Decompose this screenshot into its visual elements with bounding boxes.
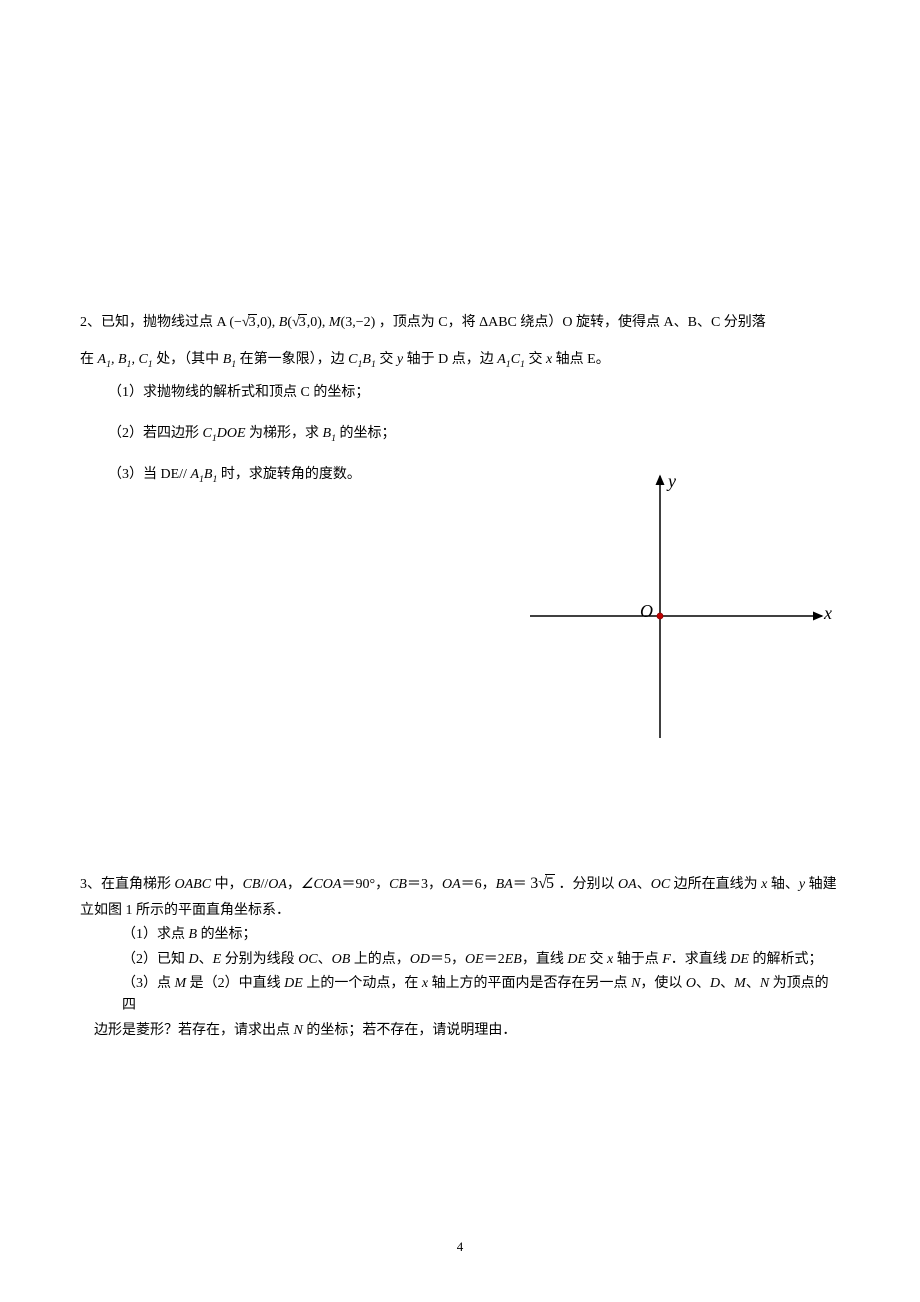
problem-3-q1: （1）求点 B 的坐标； xyxy=(80,924,840,946)
origin-label: O xyxy=(640,594,653,628)
x-axis-label: x xyxy=(824,596,832,630)
problem-2-q1: （1）求抛物线的解析式和顶点 C 的坐标； xyxy=(80,380,840,407)
problem-3-q3-line2: 边形是菱形？若存在，请求出点 N 的坐标；若不存在，请说明理由． xyxy=(80,1020,840,1042)
origin-dot xyxy=(657,613,663,619)
problem-3-number: 3 xyxy=(80,877,87,892)
page-content: 2、已知，抛物线过点 A (−3,0), B(3,0), M(3,−2) ，顶点… xyxy=(0,0,920,1042)
problem-3-stem-line-2: 立如图 1 所示的平面直角坐标系． xyxy=(80,900,840,922)
axes-svg xyxy=(530,468,830,748)
y-axis-label: y xyxy=(668,464,676,498)
problem-3: 3、在直角梯形 OABC 中，CB//OA，∠COA＝90°，CB＝3，OA＝6… xyxy=(80,869,840,1042)
sqrt-3-a: 3 xyxy=(242,310,257,337)
problem-3-q2: （2）已知 D、E 分别为线段 OC、OB 上的点，OD＝5，OE＝2EB，直线… xyxy=(80,949,840,971)
problem-2-stem-line-1: 2、已知，抛物线过点 A (−3,0), B(3,0), M(3,−2) ，顶点… xyxy=(80,310,840,337)
sqrt-3-b: 3 xyxy=(292,310,307,337)
problem-2-stem-line-2: 在 A1, B1, C1 处，（其中 B1 在第一象限），边 C1B1 交 y … xyxy=(80,347,840,374)
coordinate-axes-figure: y x O xyxy=(530,468,830,748)
triangle-abc: ΔABC xyxy=(479,315,517,330)
sqrt-5: 5 xyxy=(538,869,555,899)
problem-2: 2、已知，抛物线过点 A (−3,0), B(3,0), M(3,−2) ，顶点… xyxy=(80,310,840,489)
page-number: 4 xyxy=(0,1235,920,1260)
problem-3-stem-line-1: 3、在直角梯形 OABC 中，CB//OA，∠COA＝90°，CB＝3，OA＝6… xyxy=(80,869,840,899)
problem-2-number: 2 xyxy=(80,315,87,330)
problem-3-q3: （3）点 M 是（2）中直线 DE 上的一个动点，在 x 轴上方的平面内是否存在… xyxy=(80,973,840,1018)
problem-2-q2: （2）若四边形 C1DOE 为梯形，求 B1 的坐标； xyxy=(80,421,840,448)
